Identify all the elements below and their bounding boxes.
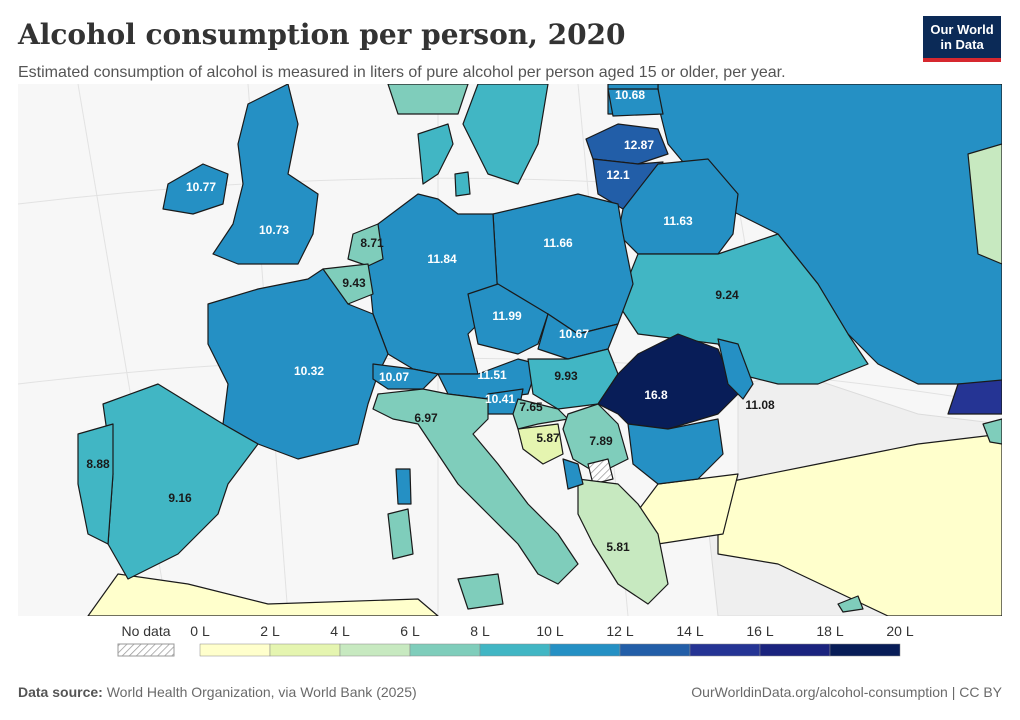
value-label-slovakia: 10.67 xyxy=(559,327,589,341)
logo-line-2: in Data xyxy=(940,37,984,52)
country-sweden[interactable] xyxy=(462,84,549,185)
legend-bin-3 xyxy=(409,643,481,657)
country-moldova[interactable] xyxy=(717,338,754,400)
country-denmark[interactable] xyxy=(417,123,454,185)
legend-bin-2 xyxy=(339,643,411,657)
color-legend: No data 0 L 2 L 4 L 6 L 8 L 10 L 12 L 14 L 16 L 1… xyxy=(0,622,1020,662)
value-label-slovenia: 10.41 xyxy=(485,392,515,406)
chart-title: Alcohol consumption per person, 2020 xyxy=(18,18,626,51)
value-label-north-macedonia: 5.81 xyxy=(606,540,630,554)
value-label-latvia: 12.1 xyxy=(606,168,630,182)
country-ireland[interactable] xyxy=(162,163,229,215)
value-label-italy: 6.97 xyxy=(414,411,438,425)
country-croatia[interactable] xyxy=(512,398,569,430)
value-label-switzerland: 10.07 xyxy=(379,370,409,384)
value-label-moldova: 11.08 xyxy=(745,398,775,412)
value-label-serbia: 7.89 xyxy=(589,434,613,448)
value-label-lithuania: 12.87 xyxy=(624,138,654,152)
legend-svg: No data 0 L 2 L 4 L 6 L 8 L 10 L 12 L 14 L 16 L 1… xyxy=(117,623,914,657)
country-sardinia[interactable] xyxy=(387,508,414,560)
footer-source-text: World Health Organization, via World Ban… xyxy=(106,684,417,700)
value-label-czechia: 11.99 xyxy=(492,309,522,323)
country-czechia[interactable] xyxy=(467,283,549,355)
value-label-germany: 11.84 xyxy=(427,252,457,266)
legend-tick-1: 2 L xyxy=(260,623,280,639)
country-serbia[interactable] xyxy=(562,403,629,475)
europe-map: 10.77 10.73 8.71 9.43 10.32 9.16 8.88 11.84 10.0… xyxy=(18,84,1002,616)
value-label-poland: 11.66 xyxy=(543,236,573,250)
logo-line-1: Our World xyxy=(930,22,994,37)
legend-tick-7: 14 L xyxy=(676,623,703,639)
value-label-romania: 16.8 xyxy=(644,388,668,402)
country-north-macedonia[interactable] xyxy=(577,478,669,605)
legend-bin-7 xyxy=(689,643,761,657)
country-norway[interactable] xyxy=(387,84,469,115)
country-italy[interactable] xyxy=(372,388,579,585)
country-united-kingdom[interactable] xyxy=(212,84,319,265)
country-bosnia[interactable] xyxy=(517,423,564,465)
country-france[interactable] xyxy=(207,268,389,460)
footer-source-label: Data source: xyxy=(18,684,103,700)
legend-tick-4: 8 L xyxy=(470,623,490,639)
map-value-labels: 10.77 10.73 8.71 9.43 10.32 9.16 8.88 11.84 10.0… xyxy=(86,88,775,554)
country-north-africa[interactable] xyxy=(87,573,439,616)
value-label-croatia: 7.65 xyxy=(519,400,543,414)
value-label-united-kingdom: 10.73 xyxy=(259,223,289,237)
value-label-ukraine: 9.24 xyxy=(715,288,739,302)
value-label-portugal: 8.88 xyxy=(86,457,110,471)
country-denmark-island[interactable] xyxy=(454,171,471,197)
legend-tick-2: 4 L xyxy=(330,623,350,639)
value-label-ireland: 10.77 xyxy=(186,180,216,194)
legend-tick-3: 6 L xyxy=(400,623,420,639)
legend-tick-10: 20 L xyxy=(886,623,913,639)
chart-subtitle: Estimated consumption of alcohol is meas… xyxy=(18,64,786,81)
legend-bin-6 xyxy=(619,643,691,657)
legend-no-data-swatch xyxy=(117,643,175,657)
legend-no-data-label: No data xyxy=(121,623,170,639)
legend-tick-5: 10 L xyxy=(536,623,563,639)
country-bulgaria[interactable] xyxy=(627,418,724,485)
value-label-netherlands: 8.71 xyxy=(360,236,384,250)
footer-link[interactable]: OurWorldinData.org/alcohol-consumption |… xyxy=(691,684,1002,700)
legend-tick-9: 18 L xyxy=(816,623,843,639)
value-label-france: 10.32 xyxy=(294,364,324,378)
country-turkey[interactable] xyxy=(717,433,1002,616)
country-montenegro[interactable] xyxy=(562,458,584,490)
country-sicily[interactable] xyxy=(457,573,504,610)
value-label-belgium: 9.43 xyxy=(342,276,366,290)
legend-bin-1 xyxy=(269,643,341,657)
legend-bin-5 xyxy=(549,643,621,657)
value-label-belarus: 11.63 xyxy=(663,214,693,228)
country-east-low[interactable] xyxy=(967,143,1002,265)
value-label-spain: 9.16 xyxy=(168,491,192,505)
country-cyprus-area[interactable] xyxy=(837,595,864,613)
value-label-estonia: 10.68 xyxy=(615,88,645,102)
country-corsica[interactable] xyxy=(395,468,412,505)
legend-tick-6: 12 L xyxy=(606,623,633,639)
country-kosovo-no-data[interactable] xyxy=(587,458,614,485)
value-label-hungary: 9.93 xyxy=(554,369,578,383)
country-georgia-area[interactable] xyxy=(982,418,1002,445)
country-kazakhstan-area[interactable] xyxy=(947,379,1002,415)
legend-bin-0 xyxy=(199,643,271,657)
footer-source: Data source: World Health Organization, … xyxy=(18,684,417,700)
country-netherlands[interactable] xyxy=(347,223,384,267)
legend-bin-8 xyxy=(759,643,831,657)
owid-logo[interactable]: Our World in Data xyxy=(923,16,1001,62)
legend-tick-0: 0 L xyxy=(190,623,210,639)
legend-tick-8: 16 L xyxy=(746,623,773,639)
country-portugal[interactable] xyxy=(77,423,114,545)
country-estonia[interactable] xyxy=(607,88,664,117)
country-ukraine[interactable] xyxy=(617,233,869,385)
value-label-bosnia-and-herzegovina: 5.87 xyxy=(536,431,560,445)
legend-bin-4 xyxy=(479,643,551,657)
map-area: 10.77 10.73 8.71 9.43 10.32 9.16 8.88 11.84 10.0… xyxy=(18,84,1002,616)
value-label-austria: 11.51 xyxy=(477,368,507,382)
legend-bin-9 xyxy=(829,643,901,657)
